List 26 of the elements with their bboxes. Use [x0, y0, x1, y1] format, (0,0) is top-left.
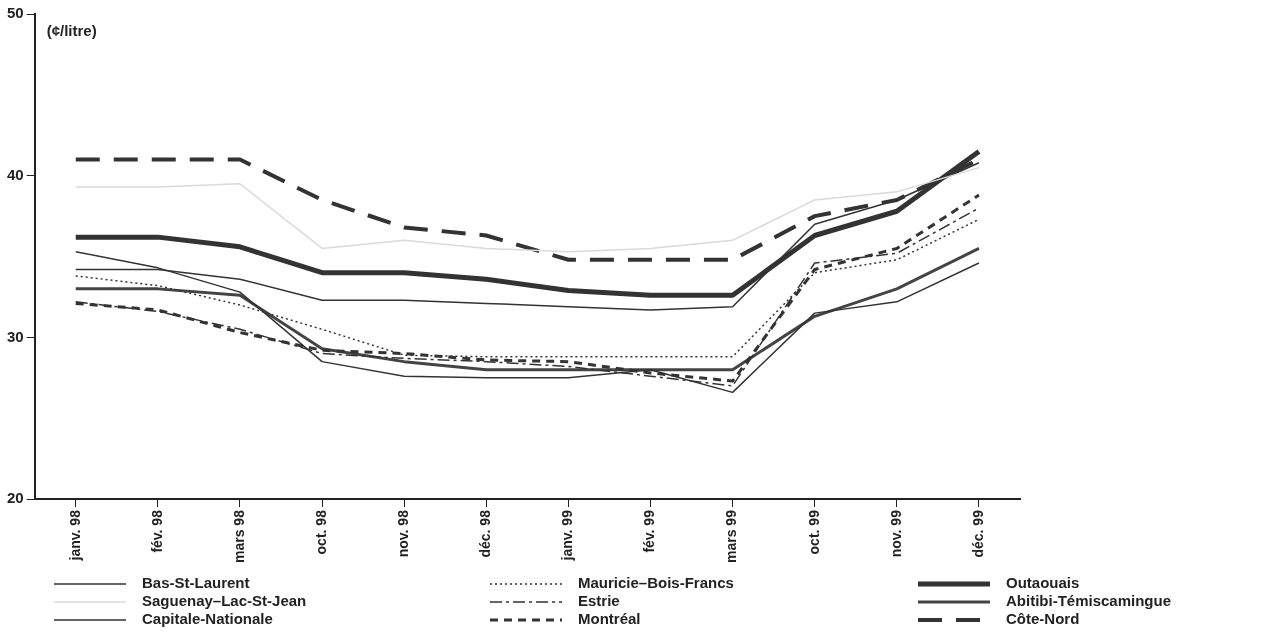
legend-label: Estrie	[578, 592, 620, 610]
x-tick-label: mars 98	[230, 509, 247, 564]
y-axis-title: (¢/litre)	[46, 21, 97, 39]
legend-label: Saguenay–Lac-St-Jean	[142, 592, 307, 610]
x-tick-label: nov. 98	[395, 509, 412, 558]
y-tick-label: 40	[7, 165, 24, 183]
x-tick-label: oct. 98	[312, 509, 329, 555]
x-tick-label: déc. 99	[969, 509, 986, 558]
legend-label: Bas-St-Laurent	[142, 574, 250, 592]
legend-label: Abitibi-Témiscamingue	[1006, 592, 1172, 610]
x-tick-label: fév. 98	[148, 509, 165, 553]
y-tick-label: 30	[7, 327, 24, 345]
legend-label: Capitale-Nationale	[142, 610, 273, 628]
legend-label: Mauricie–Bois-Francs	[578, 574, 734, 592]
x-tick-label: nov. 99	[887, 509, 904, 558]
x-tick-label: déc. 98	[477, 509, 494, 558]
y-tick-label: 50	[7, 4, 24, 22]
x-tick-label: oct. 99	[805, 509, 822, 555]
legend-label: Côte-Nord	[1006, 610, 1080, 628]
x-tick-label: janv. 99	[559, 509, 576, 562]
legend-label: Montréal	[578, 610, 641, 628]
x-tick-label: fév. 99	[641, 509, 658, 553]
y-tick-label: 20	[7, 489, 24, 507]
x-tick-label: mars 99	[723, 509, 740, 564]
x-tick-label: janv. 98	[66, 509, 83, 562]
legend-label: Outaouais	[1006, 574, 1080, 592]
